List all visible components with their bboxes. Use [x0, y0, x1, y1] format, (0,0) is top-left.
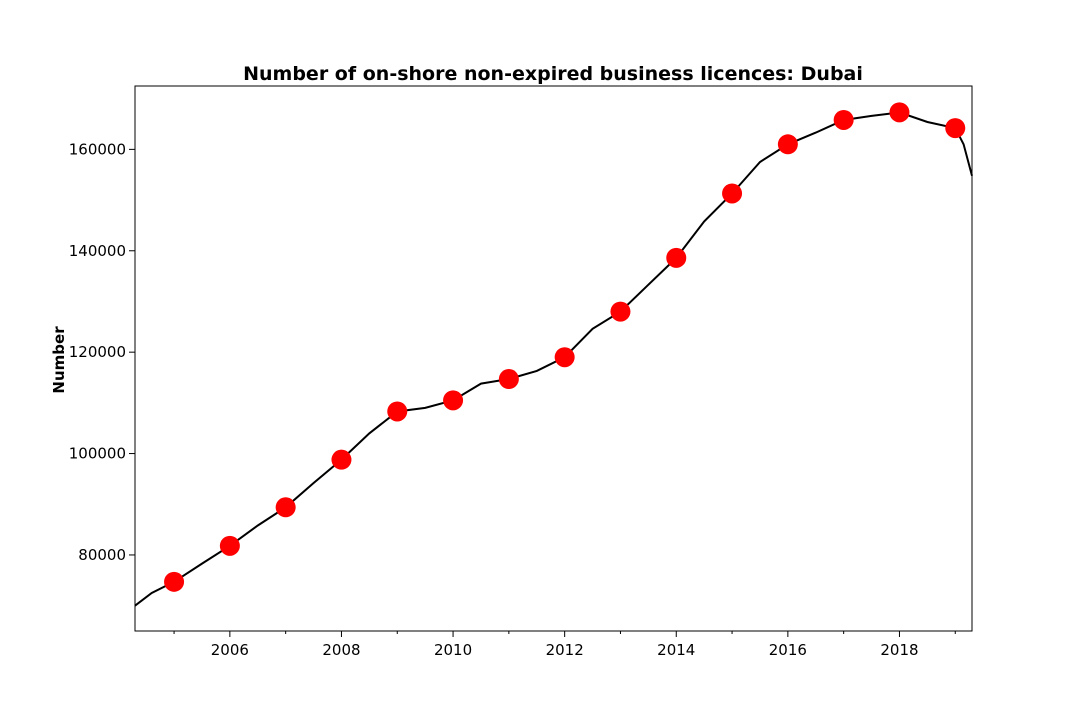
series-line	[134, 111, 973, 607]
x-tick-label: 2018	[880, 641, 918, 659]
data-point-marker	[777, 134, 798, 155]
y-tick-label: 100000	[69, 445, 126, 463]
data-point-marker	[219, 535, 240, 556]
data-point-marker	[275, 497, 296, 518]
plot-frame	[134, 85, 973, 632]
x-tick-label: 2016	[769, 641, 807, 659]
data-point-marker	[722, 183, 743, 204]
data-point-marker	[945, 118, 966, 139]
data-markers	[164, 102, 966, 592]
data-point-marker	[833, 109, 854, 130]
y-tick-label: 80000	[78, 546, 126, 564]
x-axis-ticks: 2006 2008 2010 2012 2014 2016 2018	[173, 631, 956, 659]
y-tick-label: 140000	[69, 242, 126, 260]
y-axis-label: Number	[50, 326, 68, 394]
y-axis-ticks: 80000 100000 120000 140000 160000	[69, 140, 135, 564]
chart-title: Number of on-shore non-expired business …	[243, 63, 863, 85]
data-point-marker	[331, 449, 352, 470]
data-point-marker	[387, 401, 408, 422]
x-tick-label: 2010	[434, 641, 472, 659]
data-point-marker	[443, 390, 464, 411]
data-point-marker	[498, 369, 519, 390]
y-tick-label: 120000	[69, 343, 126, 361]
data-point-marker	[666, 247, 687, 268]
data-point-marker	[610, 301, 631, 322]
data-point-marker	[889, 102, 910, 123]
x-tick-label: 2012	[546, 641, 584, 659]
x-tick-label: 2014	[657, 641, 695, 659]
y-tick-label: 160000	[69, 140, 126, 158]
x-tick-label: 2006	[211, 641, 249, 659]
data-point-marker	[164, 571, 185, 592]
x-tick-label: 2008	[322, 641, 360, 659]
data-point-marker	[554, 347, 575, 368]
